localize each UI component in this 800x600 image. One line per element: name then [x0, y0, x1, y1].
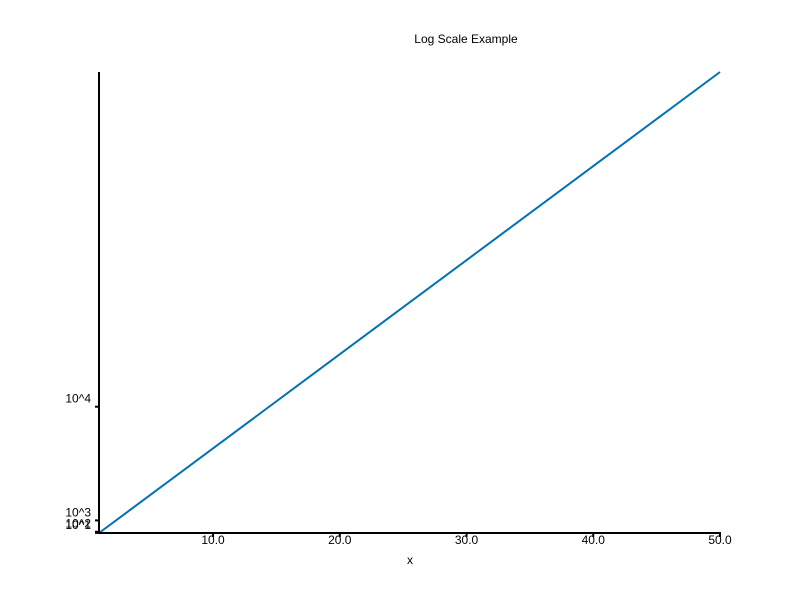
y-tick-label-1: 10^1 [65, 518, 91, 532]
x-ticks: 10.0 20.0 30.0 40.0 50.0 [201, 533, 732, 547]
x-tick-label-5: 50.0 [708, 533, 732, 547]
x-tick-label-2: 20.0 [328, 533, 352, 547]
x-tick-label-1: 10.0 [201, 533, 225, 547]
y-ticks: 10^110^210^3 10^4 [65, 392, 99, 534]
series-layer [98, 71, 721, 534]
x-tick-label-3: 30.0 [455, 533, 479, 547]
x-tick-label-4: 40.0 [582, 533, 606, 547]
series-line-1 [98, 71, 721, 534]
y-tick-label-3: 10^3 [65, 505, 91, 519]
x-axis-label: x [407, 553, 413, 567]
chart-title: Log Scale Example [414, 32, 518, 46]
y-tick-label-4: 10^4 [65, 392, 91, 406]
y-tick-label-2: 10^2 [65, 517, 91, 531]
